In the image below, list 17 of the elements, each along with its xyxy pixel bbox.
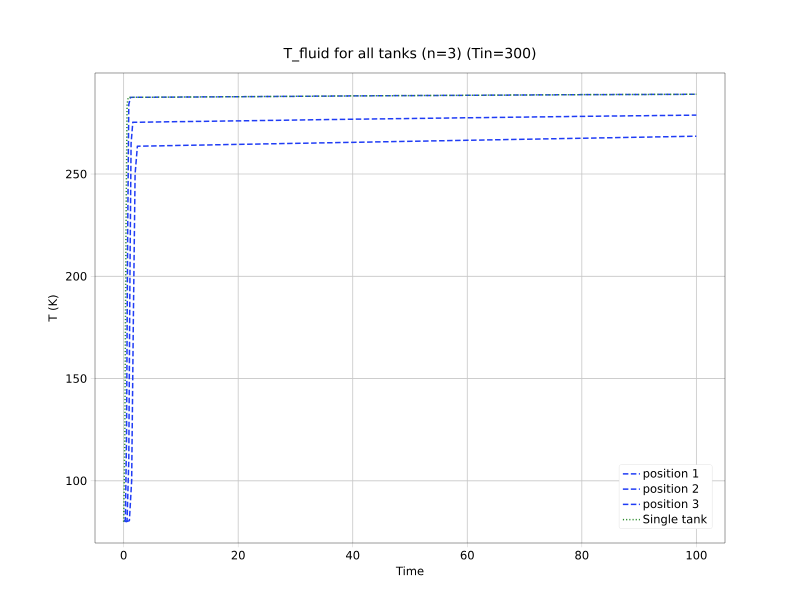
x-tick-label: 20 <box>232 550 245 560</box>
x-tick-label: 100 <box>686 550 707 560</box>
x-axis-title: Time <box>396 566 424 576</box>
y-axis-title: T (K) <box>48 295 58 322</box>
legend-label: position 2 <box>644 484 698 496</box>
x-tick-label: 80 <box>575 550 588 560</box>
x-tick-label: 0 <box>120 550 127 560</box>
chart-title: T_fluid for all tanks (n=3) (Tin=300) <box>284 48 536 62</box>
y-tick-label: 200 <box>66 272 86 281</box>
y-tick-label: 100 <box>66 476 86 486</box>
x-tick-label: 60 <box>460 550 474 560</box>
y-tick-label: 150 <box>66 374 86 383</box>
legend-label: Single tank <box>643 514 708 526</box>
x-tick-label: 40 <box>346 550 360 560</box>
legend-label: position 1 <box>644 468 698 480</box>
legend-label: position 3 <box>644 499 698 510</box>
y-tick-label: 250 <box>66 170 86 178</box>
